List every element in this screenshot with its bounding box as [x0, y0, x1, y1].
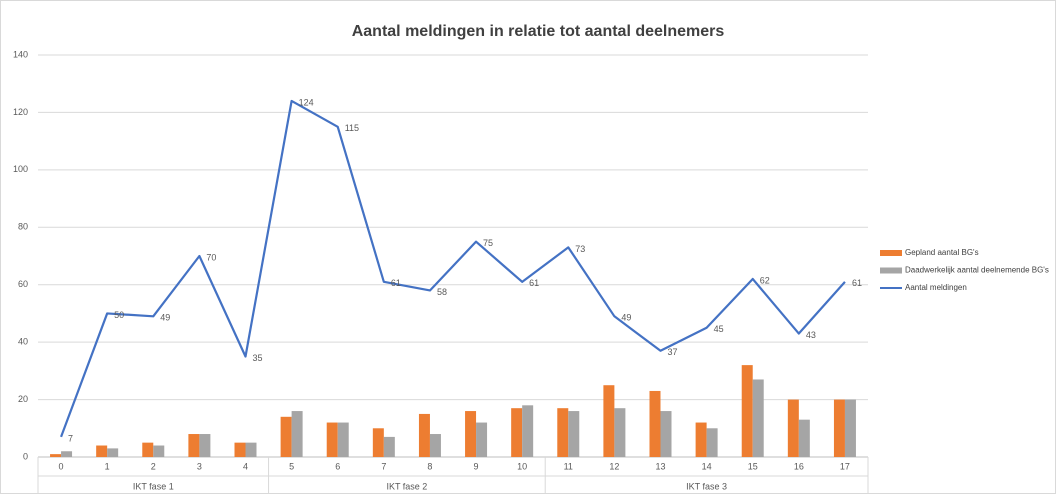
x-tick-label: 1 — [105, 461, 110, 471]
data-label: 7 — [68, 433, 73, 443]
x-tick-label: 11 — [564, 461, 573, 471]
x-tick-label: 9 — [474, 461, 479, 471]
bar — [199, 434, 211, 457]
data-label: 35 — [253, 353, 263, 363]
bar — [798, 419, 810, 457]
data-label: 115 — [345, 123, 359, 133]
legend-label: Daadwerkelijk aantal deelnemende BG's — [905, 266, 1049, 275]
data-label: 61 — [529, 278, 539, 288]
bar — [787, 399, 799, 457]
group-label: IKT fase 3 — [686, 481, 727, 491]
x-tick-label: 7 — [381, 461, 386, 471]
y-tick-label: 60 — [18, 279, 28, 289]
bar — [326, 422, 338, 457]
data-label: 70 — [206, 252, 216, 262]
x-tick-label: 4 — [243, 461, 248, 471]
bar — [372, 428, 384, 457]
bar — [234, 442, 246, 457]
x-tick-label: 0 — [59, 461, 64, 471]
data-label: 75 — [483, 238, 493, 248]
bar — [706, 428, 718, 457]
y-tick-label: 0 — [23, 451, 28, 461]
group-label: IKT fase 2 — [386, 481, 427, 491]
bar — [660, 411, 672, 457]
data-label: 61 — [852, 278, 862, 288]
y-tick-label: 80 — [18, 222, 28, 232]
x-tick-label: 14 — [702, 461, 712, 471]
y-tick-label: 120 — [13, 107, 28, 117]
bar — [522, 405, 534, 457]
data-label: 50 — [114, 310, 124, 320]
data-label: 49 — [160, 313, 170, 323]
legend-label: Aantal meldingen — [905, 283, 967, 292]
bar — [465, 411, 477, 457]
bar — [337, 422, 349, 457]
y-tick-label: 40 — [18, 337, 28, 347]
data-label: 124 — [299, 97, 314, 107]
x-tick-label: 5 — [289, 461, 294, 471]
x-tick-label: 12 — [609, 461, 619, 471]
bar — [557, 408, 569, 457]
bar — [153, 445, 165, 457]
bar — [188, 434, 200, 457]
bar — [280, 416, 292, 457]
y-tick-label: 20 — [18, 394, 28, 404]
bar — [107, 448, 119, 457]
bar — [96, 445, 108, 457]
data-label: 37 — [668, 347, 678, 357]
group-label: IKT fase 1 — [133, 481, 174, 491]
bar — [383, 436, 395, 457]
data-label: 45 — [714, 324, 724, 334]
x-tick-label: 15 — [748, 461, 758, 471]
bar — [568, 411, 580, 457]
legend-label: Gepland aantal BG's — [905, 248, 979, 257]
bar — [476, 422, 488, 457]
bar — [603, 385, 615, 457]
bar — [418, 413, 430, 457]
data-label: 49 — [621, 313, 631, 323]
bar — [649, 390, 661, 457]
bar — [511, 408, 523, 457]
data-label: 43 — [806, 330, 816, 340]
x-tick-label: 6 — [335, 461, 340, 471]
bar — [752, 379, 764, 457]
x-tick-label: 10 — [517, 461, 527, 471]
legend-swatch — [880, 250, 902, 256]
x-tick-label: 8 — [427, 461, 432, 471]
bar — [695, 422, 707, 457]
bar — [741, 365, 753, 457]
bar — [50, 454, 62, 457]
data-label: 61 — [391, 278, 401, 288]
bar — [61, 451, 73, 457]
bar — [291, 411, 303, 457]
bar — [142, 442, 154, 457]
x-tick-label: 17 — [840, 461, 850, 471]
bar — [429, 434, 441, 457]
line — [60, 99, 846, 438]
data-label: 73 — [575, 244, 585, 254]
bar — [833, 399, 845, 457]
chart-title: Aantal meldingen in relatie tot aantal d… — [352, 23, 725, 40]
x-tick-label: 3 — [197, 461, 202, 471]
x-tick-label: 2 — [151, 461, 156, 471]
x-tick-label: 16 — [794, 461, 804, 471]
bar — [844, 399, 856, 457]
legend-swatch — [880, 267, 902, 274]
data-label: 62 — [760, 275, 770, 285]
bar — [245, 442, 257, 457]
bar — [614, 408, 626, 457]
y-tick-label: 100 — [13, 164, 28, 174]
y-tick-label: 140 — [13, 49, 28, 59]
data-label: 58 — [437, 287, 447, 297]
x-tick-label: 13 — [655, 461, 665, 471]
